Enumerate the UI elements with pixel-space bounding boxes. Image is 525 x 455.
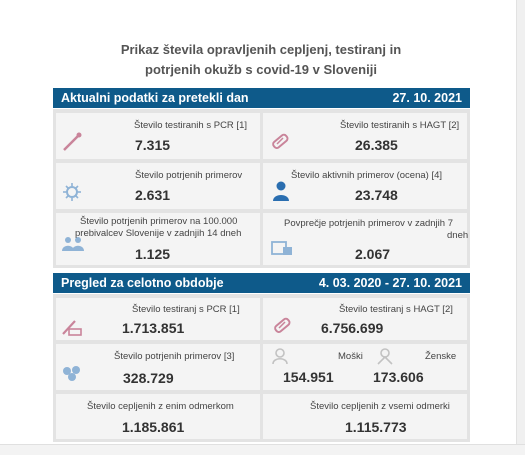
card-vaccinated-all-doses: Število cepljenih z vsemi odmerki 1.115.… [263,394,467,439]
card-label: Število cepljenih z vsemi odmerki [310,401,450,412]
card-label-line-1: Število potrjenih primerov na 100.000 [80,216,238,227]
card-value: 1.115.773 [345,419,407,435]
pcr-swab-icon [63,132,82,151]
card-value: 2.067 [355,246,391,262]
card-confirmed-daily: Število potrjenih primerov 2.631 [56,163,260,209]
pcr-swab-icon [62,320,82,336]
hagt-test-icon [272,133,289,149]
overall-panel: Število testiranj s PCR [1] 1.713.851 Št… [53,294,470,442]
card-label: Število potrjenih primerov [135,170,243,181]
card-value: 23.748 [355,187,398,203]
male-label: Moški [338,351,363,362]
card-value: 6.756.699 [321,320,384,336]
virus-icon [63,183,81,201]
person-icon [273,181,289,201]
overall-section-title: Pregled za celotno obdobje [61,276,224,290]
male-value: 154.951 [283,369,334,385]
overall-section-header: Pregled za celotno obdobje 4. 03. 2020 -… [53,273,470,293]
card-label: Število testiranih s HAGT [2] [340,120,460,131]
group-icon [62,237,84,251]
current-panel: Število testiranih s PCR [1] 7.315 Števi… [53,109,470,268]
card-label: Število testiranj s PCR [1] [132,304,240,315]
card-value: 1.713.851 [122,320,185,336]
card-label-line-1: Povprečje potrjenih primerov v zadnjih 7 [284,218,453,229]
card-label: Število aktivnih primerov (ocena) [4] [291,170,443,181]
female-icon [377,348,393,365]
virus-group-icon [63,366,80,381]
card-active-cases: Število aktivnih primerov (ocena) [4] 23… [263,163,467,209]
card-label: Število testiranj s HAGT [2] [339,304,453,315]
card-confirmed-total: Število potrjenih primerov [3] 328.729 [56,344,260,390]
card-pcr-total: Število testiranj s PCR [1] 1.713.851 [56,298,260,340]
male-icon [272,348,288,365]
card-value: 1.125 [135,246,171,262]
overall-section-date-range: 4. 03. 2020 - 27. 10. 2021 [318,276,462,290]
current-section-header: Aktualni podatki za pretekli dan 27. 10.… [53,88,470,108]
card-label-line-2: dneh [447,230,469,241]
current-section-date: 27. 10. 2021 [392,91,462,105]
horizontal-scrollbar[interactable] [0,444,525,455]
card-7day-average: Povprečje potrjenih primerov v zadnjih 7… [263,213,469,265]
card-value: 26.385 [355,137,398,153]
current-section-title: Aktualni podatki za pretekli dan [61,91,249,105]
card-gender-breakdown: Moški 154.951 Ženske 173.606 [263,344,467,390]
title-line-2: potrjenih okužb s covid-19 v Sloveniji [145,62,377,77]
female-value: 173.606 [373,369,424,385]
card-label: Število potrjenih primerov [3] [114,351,235,362]
calendar-chart-icon [271,241,292,255]
card-hagt-daily: Število testiranih s HAGT [2] 26.385 [263,113,467,159]
card-value: 7.315 [135,137,171,153]
card-pcr-daily: Število testiranih s PCR [1] 7.315 [56,113,260,159]
page-title: Prikaz števila opravljenih cepljenj, tes… [52,40,470,80]
card-label: Število cepljenih z enim odmerkom [87,401,234,412]
card-hagt-total: Število testiranj s HAGT [2] 6.756.699 [263,298,467,340]
title-line-1: Prikaz števila opravljenih cepljenj, tes… [120,42,402,57]
card-label-line-2: prebivalcev Slovenije v zadnjih 14 dneh [75,228,242,239]
female-label: Ženske [425,351,457,362]
window-scrollbar[interactable] [516,0,525,455]
card-value: 1.185.861 [122,419,185,435]
hagt-test-icon [274,317,291,333]
card-per-100k: Število potrjenih primerov na 100.000 pr… [56,213,260,265]
card-label: Število testiranih s PCR [1] [134,120,247,131]
card-value: 2.631 [135,187,171,203]
card-vaccinated-one-dose: Število cepljenih z enim odmerkom 1.185.… [56,394,260,439]
card-value: 328.729 [123,370,174,386]
